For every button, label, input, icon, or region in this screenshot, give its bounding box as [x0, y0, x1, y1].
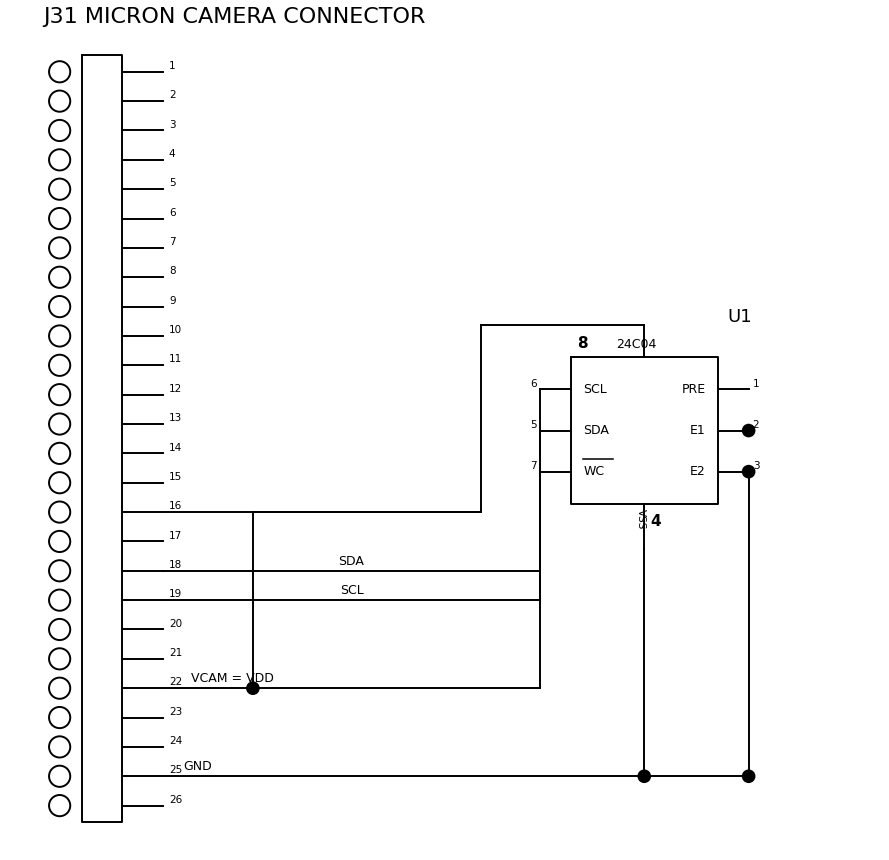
Text: SDA: SDA [339, 555, 364, 568]
Text: J31 MICRON CAMERA CONNECTOR: J31 MICRON CAMERA CONNECTOR [44, 7, 426, 27]
Text: 15: 15 [169, 472, 182, 482]
Text: PRE: PRE [681, 383, 705, 396]
Text: 24: 24 [169, 736, 182, 746]
Text: 4: 4 [169, 149, 175, 159]
Circle shape [742, 425, 755, 437]
Circle shape [742, 771, 755, 783]
Text: GND: GND [184, 760, 212, 773]
Text: SCL: SCL [340, 584, 364, 597]
Text: 20: 20 [169, 618, 182, 629]
Text: 22: 22 [169, 678, 182, 687]
Text: 5: 5 [530, 420, 537, 430]
Text: E1: E1 [690, 424, 705, 437]
Text: 21: 21 [169, 648, 182, 658]
Text: 6: 6 [169, 208, 175, 218]
Text: 1: 1 [753, 378, 759, 389]
Circle shape [638, 771, 651, 783]
Text: 25: 25 [169, 765, 182, 776]
Text: 16: 16 [169, 501, 182, 511]
Circle shape [247, 682, 259, 694]
Text: 23: 23 [169, 707, 182, 716]
Text: E2: E2 [690, 465, 705, 478]
Text: 18: 18 [169, 560, 182, 570]
Text: 7: 7 [530, 461, 537, 470]
Text: 8: 8 [169, 267, 175, 276]
Text: 7: 7 [169, 237, 175, 247]
Text: 2: 2 [753, 420, 759, 430]
Text: 10: 10 [169, 325, 182, 335]
Text: 8: 8 [578, 335, 588, 351]
Text: SDA: SDA [583, 424, 609, 437]
Text: 26: 26 [169, 795, 182, 805]
Text: 12: 12 [169, 384, 182, 394]
Text: 14: 14 [169, 443, 182, 452]
Text: 1: 1 [169, 61, 175, 71]
Text: 5: 5 [169, 178, 175, 188]
Text: 19: 19 [169, 589, 182, 599]
Text: U1: U1 [727, 308, 752, 326]
Text: 3: 3 [169, 120, 175, 130]
Text: 11: 11 [169, 354, 182, 365]
Text: 6: 6 [530, 378, 537, 389]
Text: 2: 2 [169, 90, 175, 101]
Text: WC: WC [583, 465, 605, 478]
Text: 4: 4 [651, 513, 661, 529]
Text: VCAM = VDD: VCAM = VDD [191, 672, 274, 685]
Text: 17: 17 [169, 531, 182, 541]
Text: 24C04: 24C04 [616, 338, 656, 351]
Circle shape [742, 465, 755, 478]
Text: 13: 13 [169, 413, 182, 423]
Text: VSS: VSS [636, 509, 646, 529]
Text: 3: 3 [753, 461, 759, 470]
Text: 9: 9 [169, 296, 175, 306]
Text: SCL: SCL [583, 383, 607, 396]
